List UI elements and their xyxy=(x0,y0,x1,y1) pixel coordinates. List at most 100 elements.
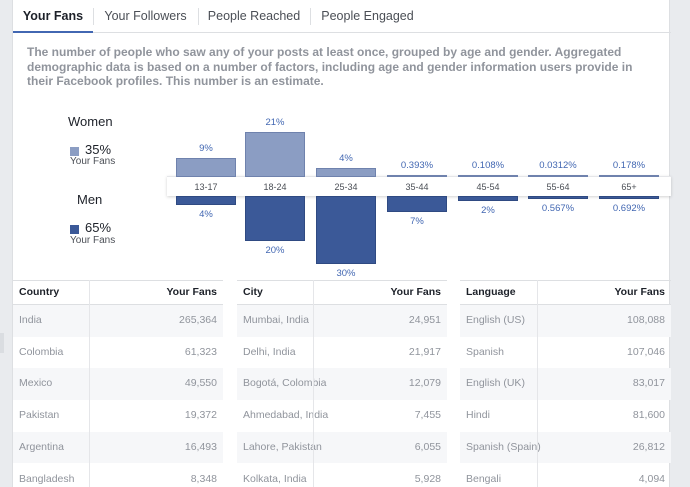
men-bar-13-17[interactable] xyxy=(176,196,236,206)
language-fans-cell: 108,088 xyxy=(627,314,665,326)
language-name-cell: Hindi xyxy=(466,409,490,422)
women-value-label: 4% xyxy=(339,153,353,165)
table-top-border xyxy=(237,280,447,281)
description-text: The number of people who saw any of your… xyxy=(27,45,633,88)
men-bar-65+[interactable] xyxy=(599,196,659,199)
women-percent: 35% xyxy=(85,142,112,157)
age-tick-label: 45-54 xyxy=(476,182,500,192)
column-divider xyxy=(537,280,538,487)
table-row xyxy=(460,368,671,401)
city-name-cell: Bogotá, Colombia xyxy=(243,377,327,390)
women-value-label: 9% xyxy=(199,142,213,154)
women-bar-65+[interactable] xyxy=(599,174,659,177)
language-name-cell: Bengali xyxy=(466,472,502,485)
tab-divider xyxy=(310,8,311,25)
city-fans-cell: 12,079 xyxy=(408,377,441,390)
country-name-cell: Argentina xyxy=(19,440,64,453)
women-value-label: 0.108% xyxy=(471,159,505,171)
your-fans-column-header[interactable]: Your Fans xyxy=(166,286,217,298)
women-bar-18-24[interactable] xyxy=(245,132,305,177)
language-fans-cell: 4,094 xyxy=(638,472,665,485)
city-fans-cell: 7,455 xyxy=(414,409,441,422)
header-bottom-border xyxy=(13,304,223,305)
country-column-header[interactable]: Country xyxy=(19,286,60,298)
table-row xyxy=(13,305,223,337)
women-bar-35-44[interactable] xyxy=(387,174,447,177)
age-tick-label: 18-24 xyxy=(263,182,287,192)
men-bar-45-54[interactable] xyxy=(458,196,518,201)
city-name-cell: Mumbai, India xyxy=(243,314,309,326)
language-column-header[interactable]: Language xyxy=(466,286,516,298)
age-tick-label: 25-34 xyxy=(334,182,358,192)
men-value-label: 30% xyxy=(336,268,356,279)
city-name-cell: Ahmedabad, India xyxy=(243,409,329,422)
women-bar-13-17[interactable] xyxy=(176,157,236,177)
language-fans-cell: 107,046 xyxy=(627,345,665,358)
men-sub-label: Your Fans xyxy=(70,235,116,246)
women-swatch xyxy=(70,147,79,156)
language-name-cell: English (US) xyxy=(466,314,525,326)
women-sub-label: Your Fans xyxy=(70,156,116,167)
men-bar-35-44[interactable] xyxy=(387,196,447,212)
audience-card: Your Fans Your Followers People Reached … xyxy=(12,0,671,487)
table-top-border xyxy=(13,280,223,281)
men-title: Men xyxy=(77,192,103,207)
women-value-label: 21% xyxy=(265,117,285,128)
men-percent: 65% xyxy=(85,220,112,235)
table-row xyxy=(237,368,447,401)
language-name-cell: Spanish (Spain) xyxy=(466,440,541,453)
language-name-cell: English (UK) xyxy=(466,377,525,390)
column-divider xyxy=(313,280,314,487)
country-fans-cell: 61,323 xyxy=(184,345,217,358)
city-fans-cell: 6,055 xyxy=(414,440,441,453)
city-column-header[interactable]: City xyxy=(243,286,263,298)
tab-your-fans[interactable]: Your Fans xyxy=(13,0,93,33)
men-value-label: 4% xyxy=(199,209,213,221)
country-table: India 265,364 Colombia 61,323 Mexico 49,550 Pa… xyxy=(13,280,223,487)
city-fans-cell: 5,928 xyxy=(414,472,441,485)
women-value-label: 0.393% xyxy=(400,159,434,171)
country-fans-cell: 49,550 xyxy=(184,377,217,390)
age-tick-label: 55-64 xyxy=(546,182,570,192)
tab-people-engaged[interactable]: People Engaged xyxy=(321,9,414,23)
men-value-label: 20% xyxy=(265,245,285,257)
women-title: Women xyxy=(68,114,113,129)
country-name-cell: Bangladesh xyxy=(19,472,75,485)
city-fans-cell: 24,951 xyxy=(408,314,441,326)
header-bottom-border xyxy=(237,304,447,305)
men-value-label: 2% xyxy=(481,204,495,216)
country-name-cell: Mexico xyxy=(19,377,53,390)
men-bar-18-24[interactable] xyxy=(245,196,305,242)
your-fans-column-header[interactable]: Your Fans xyxy=(614,286,665,298)
women-bar-25-34[interactable] xyxy=(316,168,376,177)
age-gender-chart: 9% 4% 13-17 21% 20% 18-24 4% 30% 25-34 0.393% 7% 35… xyxy=(13,0,671,280)
men-bar-25-34[interactable] xyxy=(316,196,376,264)
column-divider xyxy=(89,280,90,487)
tab-people-reached[interactable]: People Reached xyxy=(207,9,301,23)
country-fans-cell: 265,364 xyxy=(179,314,217,326)
women-value-label: 0.178% xyxy=(612,159,646,171)
table-row xyxy=(237,431,447,464)
your-fans-column-header[interactable]: Your Fans xyxy=(390,286,441,298)
language-name-cell: Spanish xyxy=(466,345,504,358)
table-row xyxy=(460,305,671,337)
country-name-cell: India xyxy=(19,314,42,326)
women-value-label: 0.0312% xyxy=(539,159,577,171)
city-table: Mumbai, India 24,951 Delhi, India 21,917 Bog… xyxy=(237,280,447,487)
women-bar-45-54[interactable] xyxy=(458,174,518,177)
country-name-cell: Colombia xyxy=(19,345,64,358)
table-top-border xyxy=(460,280,671,281)
table-row xyxy=(13,431,223,464)
men-bar-55-64[interactable] xyxy=(528,196,588,199)
language-fans-cell: 81,600 xyxy=(632,409,665,422)
men-value-label: 0.567% xyxy=(541,202,575,214)
city-name-cell: Lahore, Pakistan xyxy=(243,440,322,453)
country-fans-cell: 16,493 xyxy=(184,440,217,453)
men-swatch xyxy=(70,225,79,234)
country-fans-cell: 19,372 xyxy=(184,409,217,422)
tab-your-followers[interactable]: Your Followers xyxy=(104,9,187,23)
city-fans-cell: 21,917 xyxy=(408,345,441,358)
women-bar-55-64[interactable] xyxy=(528,174,588,177)
language-fans-cell: 26,812 xyxy=(632,440,665,453)
language-table: English (US) 108,088 Spanish 107,046 English… xyxy=(460,280,671,487)
